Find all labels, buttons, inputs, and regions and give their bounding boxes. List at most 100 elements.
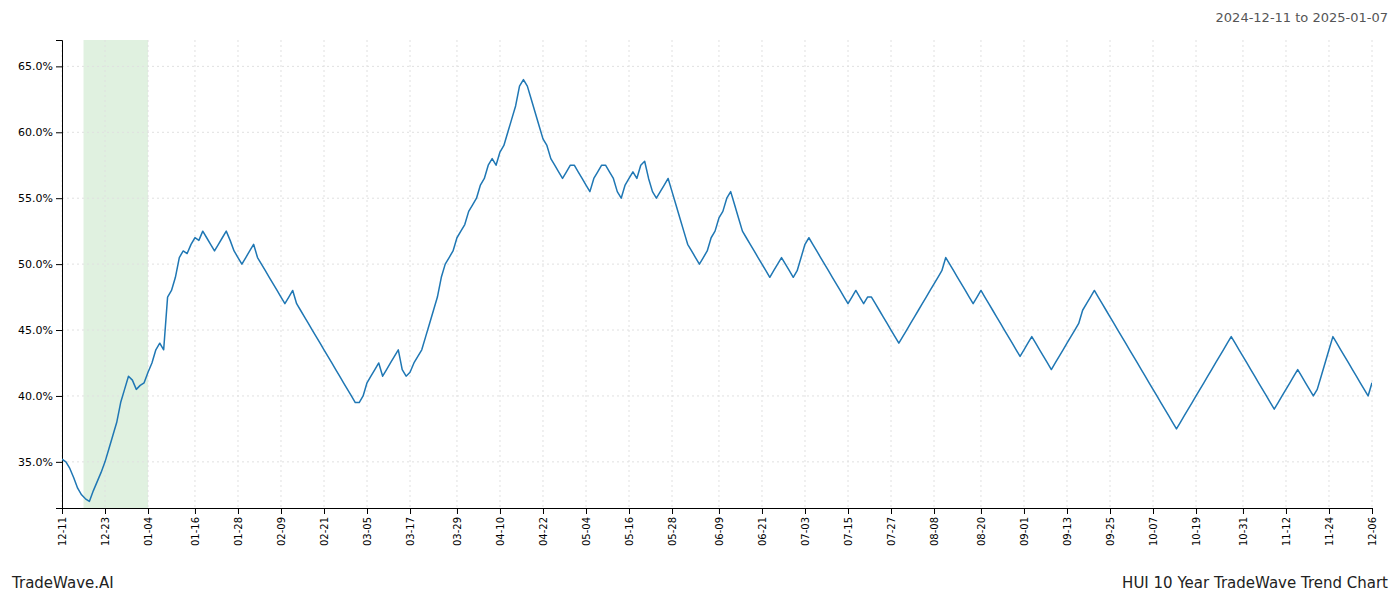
x-tick: 10-31 [1238, 508, 1249, 546]
data-line [62, 80, 1372, 502]
y-tick-label: 55.0% [18, 192, 53, 205]
x-tick: 02-21 [319, 508, 330, 546]
x-tick-label: 12-23 [100, 517, 111, 546]
shaded-span [84, 40, 149, 508]
x-tick-label: 11-24 [1324, 517, 1335, 546]
grid-line-y [62, 395, 1372, 396]
x-tick: 11-12 [1281, 508, 1292, 546]
x-tick-label: 11-12 [1281, 517, 1292, 546]
grid-line-x [980, 40, 981, 508]
x-tick: 08-20 [976, 508, 987, 546]
y-tick-label: 60.0% [18, 126, 53, 139]
x-tick: 05-28 [667, 508, 678, 546]
y-tick: 65.0% [18, 60, 62, 73]
x-tick: 12-23 [100, 508, 111, 546]
y-tick: 35.0% [18, 456, 62, 469]
grid-line-x [194, 40, 195, 508]
y-tick-mark [56, 264, 62, 265]
grid-line-x [804, 40, 805, 508]
y-tick: 60.0% [18, 126, 62, 139]
x-tick: 06-21 [757, 508, 768, 546]
x-tick: 04-10 [495, 508, 506, 546]
x-tick-label: 06-21 [757, 517, 768, 546]
chart-container: 35.0%40.0%45.0%50.0%55.0%60.0%65.0%12-11… [0, 0, 1400, 600]
x-tick-label: 10-07 [1148, 517, 1159, 546]
x-tick-mark [981, 508, 982, 514]
x-tick-mark [629, 508, 630, 514]
x-tick: 07-03 [800, 508, 811, 546]
x-tick-label: 06-09 [714, 517, 725, 546]
grid-line-y [62, 330, 1372, 331]
grid-line-x [148, 40, 149, 508]
x-tick: 10-07 [1148, 508, 1159, 546]
x-tick-mark [543, 508, 544, 514]
grid-line-y [62, 264, 1372, 265]
y-tick-mark [56, 198, 62, 199]
y-tick-mark [56, 66, 62, 67]
grid-line-x [1242, 40, 1243, 508]
x-tick: 07-15 [843, 508, 854, 546]
x-tick-mark [848, 508, 849, 514]
x-tick-mark [1243, 508, 1244, 514]
grid-line-x [1023, 40, 1024, 508]
x-tick: 09-01 [1019, 508, 1030, 546]
x-tick-mark [1110, 508, 1111, 514]
x-tick-mark [457, 508, 458, 514]
x-tick: 03-29 [452, 508, 463, 546]
x-tick: 02-09 [276, 508, 287, 546]
x-tick: 05-16 [624, 508, 635, 546]
x-tick-label: 09-13 [1062, 517, 1073, 546]
x-tick-label: 02-09 [276, 517, 287, 546]
x-tick-mark [1153, 508, 1154, 514]
grid-line-x [280, 40, 281, 508]
grid-line-y [62, 132, 1372, 133]
x-tick: 12-06 [1367, 508, 1378, 546]
y-tick-mark [56, 462, 62, 463]
x-tick: 01-04 [143, 508, 154, 546]
x-tick-mark [1067, 508, 1068, 514]
y-tick-label: 65.0% [18, 60, 53, 73]
grid-line-x [1153, 40, 1154, 508]
grid-line-x [237, 40, 238, 508]
annotation: TradeWave.AI [11, 574, 114, 592]
grid-line-x [761, 40, 762, 508]
x-tick: 01-16 [190, 508, 201, 546]
x-tick-label: 03-05 [362, 517, 373, 546]
grid-line-x [934, 40, 935, 508]
grid-line-x [542, 40, 543, 508]
y-tick-label: 40.0% [18, 390, 53, 403]
x-tick-mark [238, 508, 239, 514]
x-tick: 04-22 [538, 508, 549, 546]
background-layer [84, 40, 149, 508]
grid-line-x [499, 40, 500, 508]
x-tick: 03-17 [405, 508, 416, 546]
x-tick-label: 01-28 [233, 517, 244, 546]
grid-line-x [1110, 40, 1111, 508]
grid-line-x [629, 40, 630, 508]
x-tick-label: 05-04 [581, 517, 592, 546]
grid-line-x [1066, 40, 1067, 508]
x-tick-label: 07-27 [886, 517, 897, 546]
title: HUI 10 Year TradeWave Trend Chart [1122, 574, 1388, 592]
x-tick-mark [805, 508, 806, 514]
x-tick-mark [1024, 508, 1025, 514]
x-tick-mark [719, 508, 720, 514]
grid [62, 40, 1372, 508]
x-tick-mark [281, 508, 282, 514]
x-tick-label: 07-03 [800, 517, 811, 546]
x-tick-mark [891, 508, 892, 514]
x-tick-mark [1372, 508, 1373, 514]
x-tick: 10-19 [1191, 508, 1202, 546]
x-tick-label: 10-31 [1238, 517, 1249, 546]
x-tick-label: 04-10 [495, 517, 506, 546]
x-tick-label: 12-11 [57, 517, 68, 546]
x-tick-mark [148, 508, 149, 514]
plot-area: 35.0%40.0%45.0%50.0%55.0%60.0%65.0%12-11… [18, 40, 1378, 546]
chart-svg: 35.0%40.0%45.0%50.0%55.0%60.0%65.0%12-11… [0, 0, 1400, 600]
x-tick-mark [1196, 508, 1197, 514]
x-tick-mark [410, 508, 411, 514]
x-tick: 08-08 [929, 508, 940, 546]
x-tick-mark [367, 508, 368, 514]
y-tick-mark [56, 132, 62, 133]
grid-line-x [1196, 40, 1197, 508]
